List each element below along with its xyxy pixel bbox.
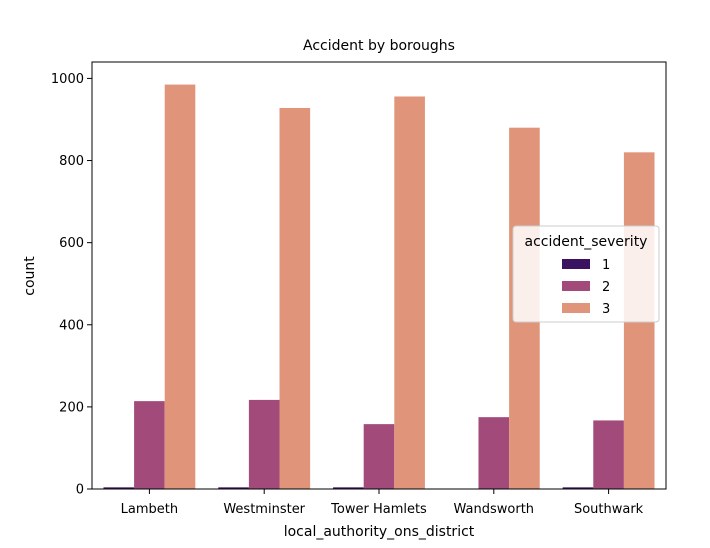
bar-tower-hamlets-severity-2: [364, 424, 395, 489]
x-tick-label: Lambeth: [121, 502, 178, 517]
y-tick-label: 400: [59, 318, 84, 333]
legend-label-2: 2: [602, 280, 610, 295]
bar-wandsworth-severity-2: [478, 417, 509, 489]
x-tick-label: Southwark: [574, 502, 644, 517]
bar-westminster-severity-3: [280, 108, 311, 489]
x-axis-title: local_authority_ons_district: [284, 524, 475, 540]
y-tick-label: 800: [59, 154, 84, 169]
legend-title: accident_severity: [525, 234, 648, 250]
chart-title: Accident by boroughs: [303, 38, 455, 54]
bar-westminster-severity-2: [249, 400, 280, 489]
y-tick-label: 0: [76, 483, 84, 498]
y-tick-label: 600: [59, 236, 84, 251]
legend-items: 1 2 3: [562, 258, 610, 317]
y-tick-label: 1000: [51, 72, 84, 87]
bar-lambeth-severity-3: [165, 85, 196, 489]
x-tick-label: Tower Hamlets: [330, 502, 427, 517]
legend-label-1: 1: [602, 258, 610, 273]
bar-lambeth-severity-2: [134, 401, 165, 489]
legend-swatch-3: [562, 303, 590, 313]
y-axis-title: count: [22, 256, 38, 296]
x-tick-label: Wandsworth: [454, 502, 535, 517]
legend: accident_severity 1 2 3: [513, 226, 659, 322]
y-tick-label: 200: [59, 400, 84, 415]
legend-swatch-1: [562, 259, 590, 269]
legend-swatch-2: [562, 281, 590, 291]
bar-southwark-severity-2: [593, 420, 624, 489]
bar-tower-hamlets-severity-3: [394, 96, 425, 489]
legend-label-3: 3: [602, 302, 610, 317]
x-tick-label: Westminster: [223, 502, 305, 517]
